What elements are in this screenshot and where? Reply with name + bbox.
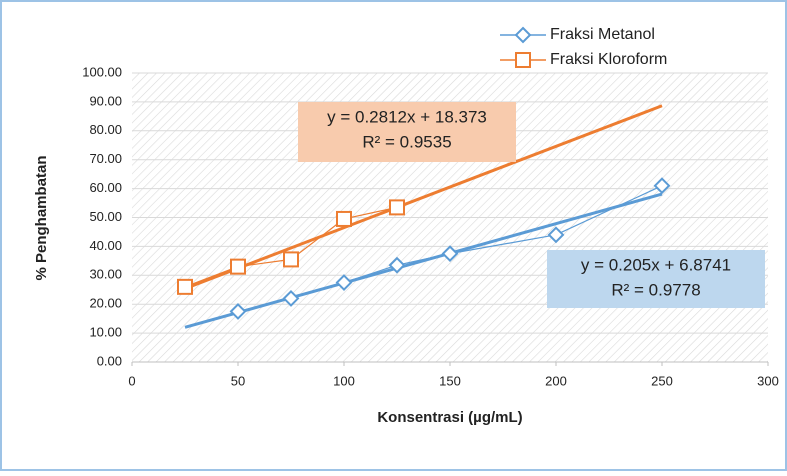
x-tick-label: 200 [545, 373, 567, 388]
y-axis-title: % Penghambatan [33, 155, 50, 280]
marker [177, 278, 193, 295]
x-tick-label: 100 [333, 373, 355, 388]
y-tick-label: 50.00 [89, 209, 122, 224]
y-tick-label: 100.00 [82, 64, 122, 79]
marker [230, 258, 246, 275]
y-tick-label: 30.00 [89, 267, 122, 282]
legend-label: Fraksi Kloroform [550, 51, 667, 68]
y-tick-label: 20.00 [89, 296, 122, 311]
marker [283, 251, 299, 268]
equation-box [298, 102, 516, 162]
equation-text: R² = 0.9535 [362, 132, 451, 151]
y-tick-label: 80.00 [89, 122, 122, 137]
trendline [184, 104, 663, 290]
marker [388, 256, 406, 274]
marker [441, 245, 459, 263]
legend-marker [515, 52, 531, 68]
y-tick-label: 10.00 [89, 325, 122, 340]
equation-box [547, 250, 765, 308]
x-axis-title: Konsentrasi (µg/mL) [377, 409, 522, 426]
x-tick-label: 150 [439, 373, 461, 388]
equation-text: y = 0.205x + 6.8741 [581, 255, 731, 274]
y-tick-label: 70.00 [89, 151, 122, 166]
y-tick-label: 40.00 [89, 238, 122, 253]
marker [389, 199, 405, 216]
marker [335, 274, 353, 291]
legend-label: Fraksi Metanol [550, 26, 655, 43]
y-tick-label: 0.00 [97, 353, 122, 368]
x-tick-label: 50 [231, 373, 245, 388]
marker [282, 290, 300, 307]
marker [547, 226, 565, 244]
y-tick-label: 90.00 [89, 93, 122, 108]
marker [653, 177, 671, 195]
marker [229, 303, 247, 320]
x-tick-label: 250 [651, 373, 673, 388]
marker [336, 210, 352, 227]
legend-marker [514, 26, 532, 44]
x-tick-label: 0 [128, 373, 135, 388]
y-tick-label: 60.00 [89, 180, 122, 195]
equation-text: y = 0.2812x + 18.373 [327, 107, 487, 126]
equation-text: R² = 0.9778 [611, 280, 700, 299]
x-tick-label: 300 [757, 373, 779, 388]
